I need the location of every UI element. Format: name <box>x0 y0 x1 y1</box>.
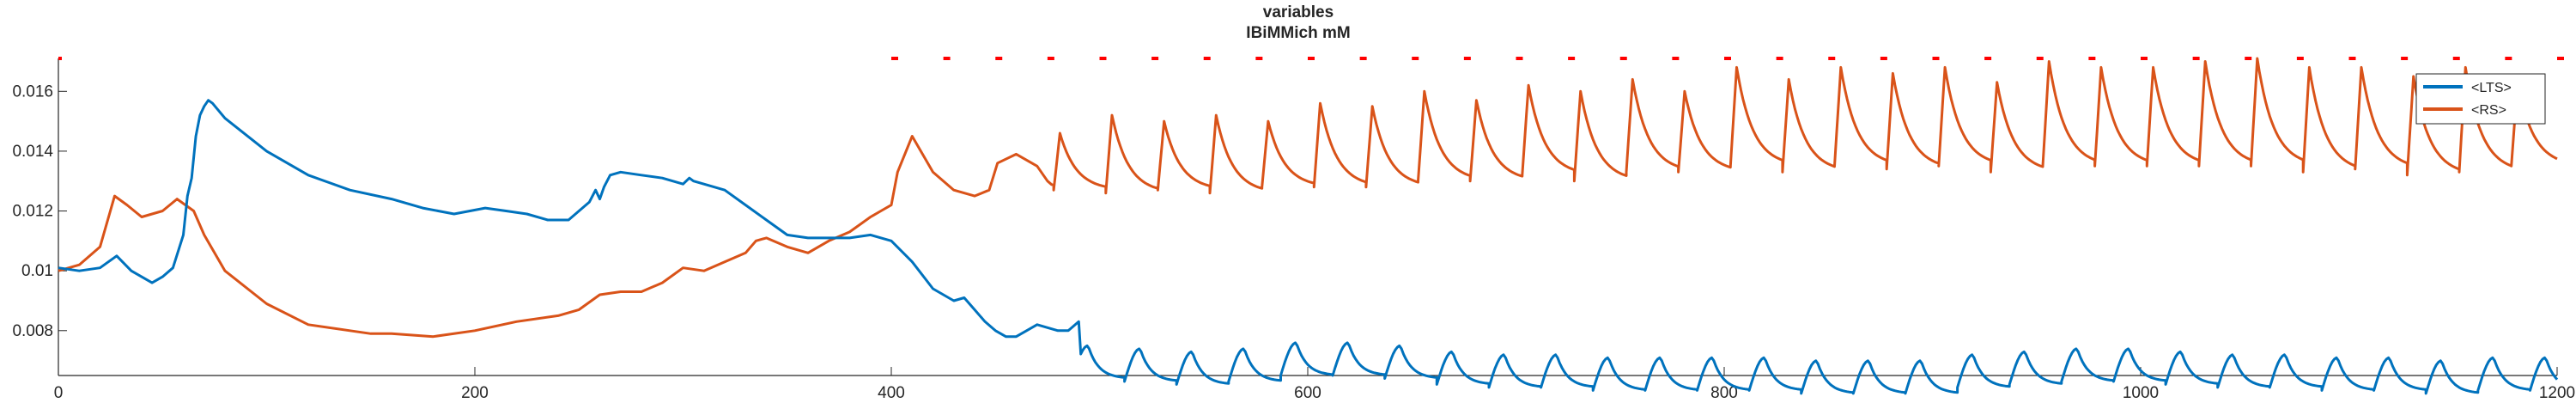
x-tick-label: 200 <box>461 384 489 402</box>
axes <box>58 58 2557 376</box>
x-axis-ticks: 0 200 400 600 800 1000 1200 <box>54 367 2575 402</box>
legend[interactable]: <LTS> <RS> <box>2415 73 2546 125</box>
chart-subtitle: IBiMMich mM <box>1246 24 1350 42</box>
series-line-rs <box>58 57 2558 339</box>
y-tick-label: 0.012 <box>12 203 53 221</box>
y-tick-label: 0.008 <box>12 322 53 340</box>
x-tick-label: 0 <box>54 384 64 402</box>
legend-label-lts: <LTS> <box>2471 81 2512 95</box>
y-tick-label: 0.016 <box>12 82 53 101</box>
legend-label-rs: <RS> <box>2471 103 2506 118</box>
y-axis-ticks: 0.008 0.01 0.012 0.014 0.016 <box>12 82 67 340</box>
chart-title: variables <box>1263 3 1334 21</box>
x-tick-label: 800 <box>1710 384 1738 402</box>
series-lines <box>58 57 2559 395</box>
x-tick-label: 1200 <box>2539 384 2575 402</box>
series-line-lts <box>58 99 2559 395</box>
y-tick-label: 0.014 <box>12 143 53 161</box>
x-tick-label: 1000 <box>2123 384 2159 402</box>
x-tick-label: 400 <box>878 384 905 402</box>
y-tick-label: 0.01 <box>21 262 53 280</box>
x-tick-label: 600 <box>1294 384 1321 402</box>
legend-box <box>2415 73 2546 125</box>
